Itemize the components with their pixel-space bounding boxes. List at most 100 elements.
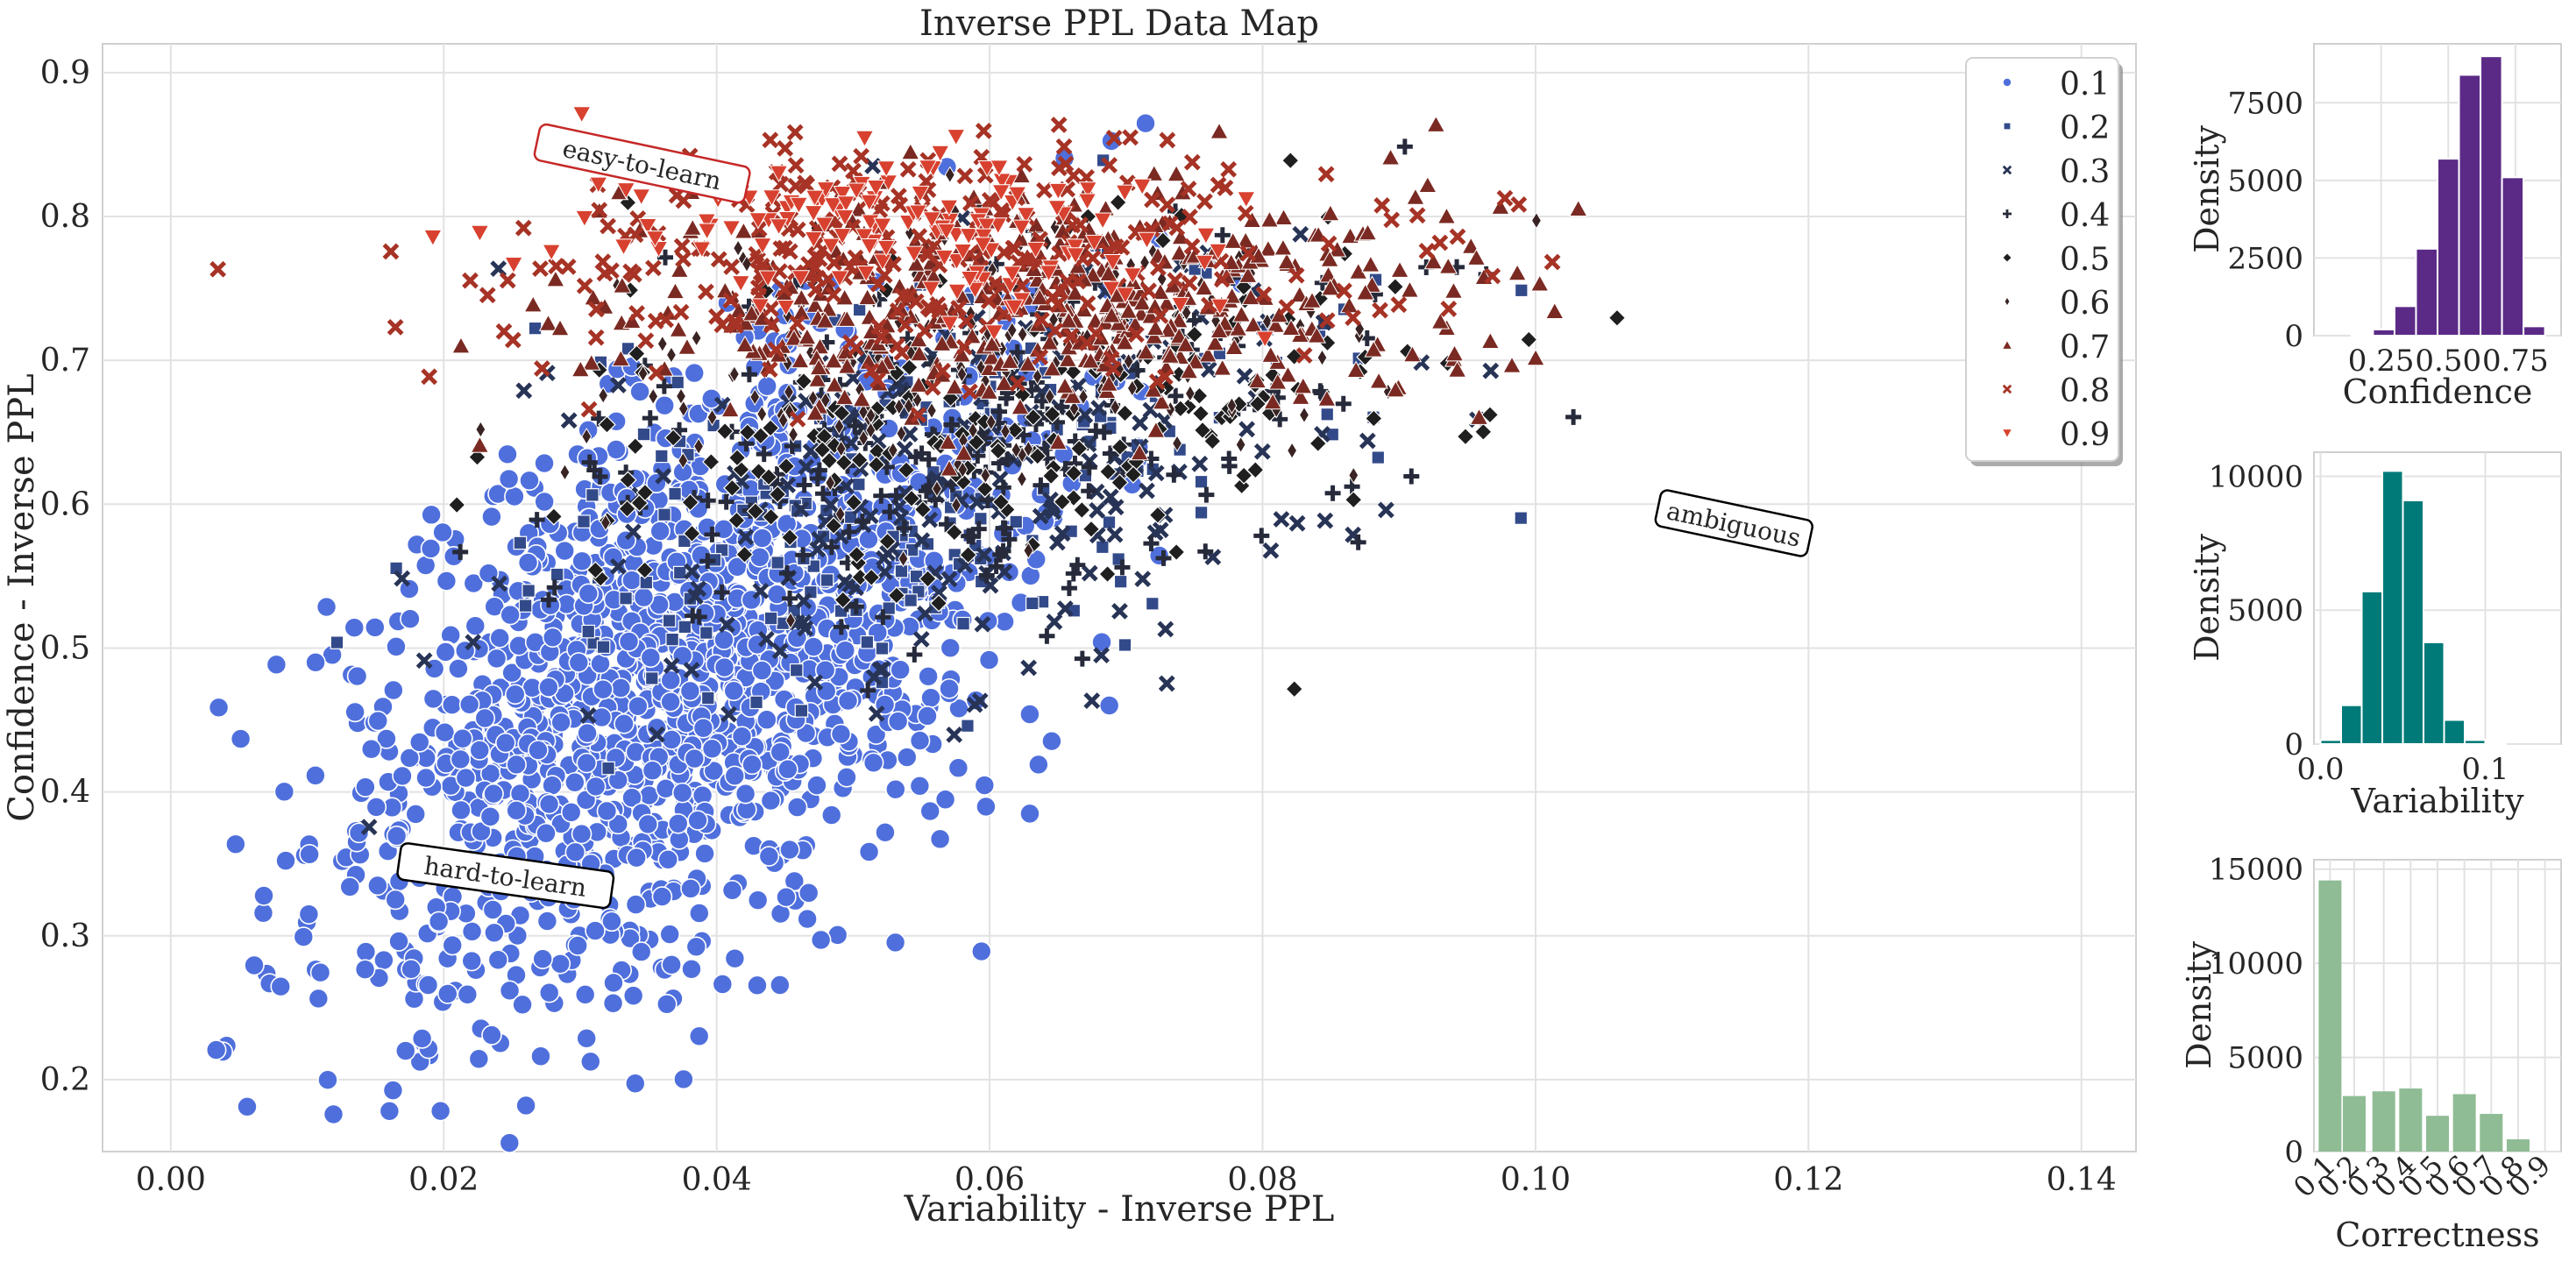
- data-point-0-4: [815, 486, 832, 502]
- data-point-0-6: [1316, 349, 1328, 367]
- data-point-0-6: [1016, 470, 1027, 488]
- data-point-0-7: [1212, 358, 1232, 376]
- data-point-0-8: [628, 305, 645, 322]
- hist-bar: [2381, 470, 2404, 745]
- data-point-0-4: [1065, 565, 1082, 582]
- main-x-tick-label: 0.04: [682, 1162, 752, 1198]
- data-point-0-7: [1290, 285, 1309, 303]
- data-point-0-7: [1302, 291, 1322, 308]
- data-point-0-6: [784, 402, 795, 421]
- data-point-0-3: [912, 630, 930, 648]
- data-point-0-9: [1016, 207, 1036, 224]
- data-point-0-5: [1072, 500, 1091, 520]
- variability-histogram: 0 5000 10000 0.0 0.1 Variability Density: [2188, 451, 2562, 820]
- data-point-0-2: [522, 584, 536, 598]
- data-point-0-3: [683, 662, 700, 678]
- data-point-0-8: [1183, 238, 1201, 255]
- data-point-0-1: [688, 1025, 710, 1047]
- data-point-0-8: [1409, 207, 1426, 224]
- data-point-0-8: [1103, 350, 1120, 367]
- data-point-0-3: [1158, 675, 1175, 692]
- data-point-0-3: [1139, 482, 1155, 500]
- data-point-0-1: [481, 506, 502, 528]
- data-point-0-8: [789, 315, 806, 332]
- data-point-0-1: [367, 710, 389, 732]
- data-point-0-5: [761, 419, 780, 437]
- data-point-0-1: [626, 847, 647, 869]
- data-point-0-6: [1348, 466, 1359, 485]
- data-point-0-6: [926, 401, 937, 420]
- data-point-0-8: [1239, 245, 1257, 262]
- data-point-0-1: [576, 1028, 597, 1049]
- data-point-0-1: [399, 748, 421, 769]
- data-point-0-1: [355, 776, 376, 798]
- data-point-0-8: [1372, 301, 1388, 319]
- data-point-0-1: [637, 813, 659, 835]
- data-point-0-3: [1316, 512, 1334, 529]
- data-point-0-5: [862, 568, 881, 587]
- data-point-0-9: [504, 256, 523, 274]
- data-point-0-7: [1469, 408, 1489, 425]
- data-point-0-1: [625, 894, 647, 915]
- data-point-0-3: [1102, 488, 1119, 506]
- data-point-0-6: [1235, 436, 1246, 454]
- data-point-0-4: [992, 546, 1009, 563]
- data-point-0-6: [1184, 385, 1196, 402]
- data-point-0-7: [1386, 380, 1406, 398]
- data-point-0-7: [1268, 372, 1288, 390]
- hist-bar: [2458, 74, 2482, 337]
- data-point-0-2: [654, 449, 669, 464]
- data-point-0-2: [1113, 574, 1128, 589]
- data-point-0-5: [628, 344, 646, 363]
- data-point-0-4: [1403, 468, 1420, 485]
- data-point-0-1: [394, 1040, 416, 1061]
- hist-x-tick-label: 0.25: [2348, 344, 2415, 379]
- data-point-0-7: [1266, 316, 1286, 333]
- data-point-0-8: [1167, 272, 1184, 289]
- data-point-0-1: [482, 899, 504, 920]
- data-point-0-1: [684, 748, 706, 769]
- data-point-0-7: [683, 218, 702, 236]
- data-point-0-5: [991, 493, 1011, 512]
- data-point-0-9: [614, 238, 634, 256]
- data-point-0-5: [844, 493, 863, 512]
- data-point-0-7: [1260, 210, 1280, 228]
- data-point-0-8: [889, 337, 906, 354]
- data-point-0-1: [602, 546, 624, 568]
- data-point-0-9: [1115, 184, 1134, 202]
- data-point-0-8: [749, 252, 767, 268]
- data-point-0-7: [1400, 280, 1420, 298]
- data-point-0-4: [918, 483, 934, 500]
- data-point-0-8: [1055, 138, 1073, 155]
- data-point-0-7: [665, 281, 685, 300]
- data-point-0-2: [749, 695, 763, 710]
- data-point-0-4: [906, 646, 923, 663]
- data-point-0-1: [208, 697, 230, 719]
- data-point-0-8: [825, 287, 842, 303]
- data-point-0-3: [792, 500, 810, 518]
- data-point-0-1: [346, 665, 368, 687]
- hist-bar: [2350, 333, 2374, 337]
- data-point-0-8: [916, 323, 933, 339]
- data-point-0-2: [789, 663, 804, 677]
- data-point-0-1: [576, 752, 598, 774]
- data-point-0-1: [909, 730, 931, 751]
- data-point-0-4: [1312, 383, 1329, 400]
- data-point-0-1: [392, 765, 413, 787]
- legend-label: 0.4: [2060, 198, 2110, 234]
- data-point-0-8: [761, 361, 778, 379]
- data-point-0-1: [450, 748, 472, 770]
- data-point-0-8: [1181, 209, 1198, 225]
- hist-x-tick-label: 0.1: [2461, 752, 2509, 787]
- data-point-0-8: [1440, 301, 1458, 317]
- data-point-0-9: [947, 129, 966, 146]
- hist-bar: [2402, 499, 2425, 746]
- main-x-tick-label: 0.08: [1227, 1162, 1297, 1198]
- data-point-0-2: [1325, 427, 1340, 442]
- data-point-0-1: [918, 665, 939, 687]
- data-point-0-8: [772, 175, 790, 193]
- data-point-0-2: [770, 556, 784, 570]
- data-point-0-6: [944, 166, 955, 184]
- data-point-0-5: [878, 532, 897, 551]
- data-point-0-6: [931, 479, 942, 498]
